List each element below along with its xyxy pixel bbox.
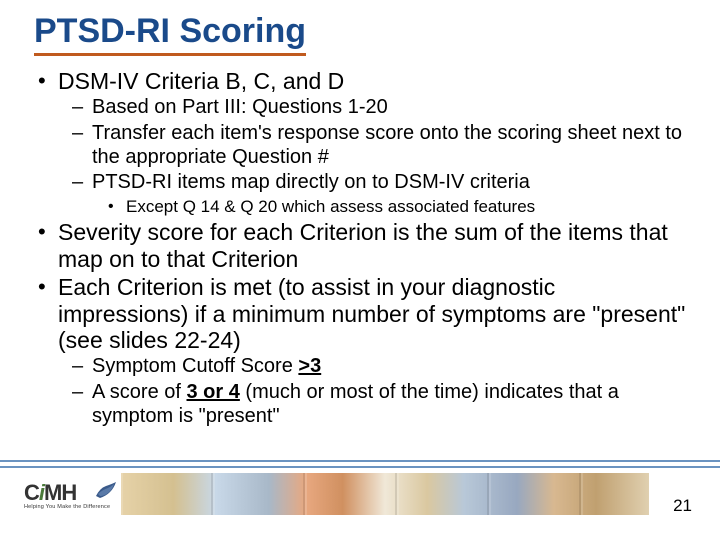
sub-sub-list: Except Q 14 & Q 20 which assess associat… [92, 197, 690, 217]
sub-bullet-text: PTSD-RI items map directly on to DSM-IV … [92, 171, 530, 193]
text-part: Symptom Cutoff Score [92, 355, 298, 377]
logo-letter: MH [44, 480, 76, 505]
underline-text: 3 or 4 [187, 381, 240, 403]
sub-sub-bullet: Except Q 14 & Q 20 which assess associat… [126, 197, 690, 217]
text-part: A score of [92, 381, 187, 403]
bullet-item: Severity score for each Criterion is the… [58, 219, 690, 272]
sub-bullet: PTSD-RI items map directly on to DSM-IV … [92, 171, 690, 217]
bullet-list: DSM-IV Criteria B, C, and D Based on Par… [30, 68, 690, 428]
bird-icon [92, 478, 118, 504]
sub-bullet: A score of 3 or 4 (much or most of the t… [92, 381, 690, 428]
photo-strip [120, 472, 650, 516]
bullet-item: DSM-IV Criteria B, C, and D Based on Par… [58, 68, 690, 217]
sub-list: Symptom Cutoff Score >3 A score of 3 or … [58, 355, 690, 428]
sub-list: Based on Part III: Questions 1-20 Transf… [58, 96, 690, 217]
bullet-text: DSM-IV Criteria B, C, and D [58, 68, 344, 94]
footer: CiMH Helping You Make the Difference 21 [0, 460, 720, 540]
divider-line [0, 466, 720, 468]
bullet-text: Each Criterion is met (to assist in your… [58, 274, 685, 353]
logo: CiMH Helping You Make the Difference [24, 480, 114, 530]
slide: PTSD-RI Scoring DSM-IV Criteria B, C, an… [0, 0, 720, 540]
bullet-item: Each Criterion is met (to assist in your… [58, 274, 690, 428]
logo-tagline: Helping You Make the Difference [24, 504, 114, 510]
page-number: 21 [673, 496, 692, 516]
sub-bullet: Based on Part III: Questions 1-20 [92, 96, 690, 120]
logo-letter: C [24, 480, 39, 505]
underline-text: >3 [298, 355, 321, 377]
logo-text: CiMH [24, 480, 114, 506]
divider-line [0, 460, 720, 462]
sub-bullet: Symptom Cutoff Score >3 [92, 355, 690, 379]
slide-title: PTSD-RI Scoring [34, 12, 306, 56]
sub-bullet: Transfer each item's response score onto… [92, 122, 690, 169]
